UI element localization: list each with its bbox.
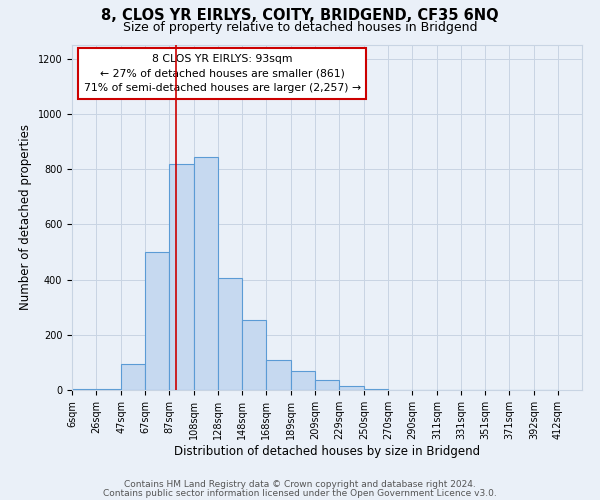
Bar bbox=[194, 157, 218, 390]
Bar bbox=[242, 320, 266, 390]
Bar bbox=[315, 380, 339, 390]
Text: Contains HM Land Registry data © Crown copyright and database right 2024.: Contains HM Land Registry data © Crown c… bbox=[124, 480, 476, 489]
Text: Contains public sector information licensed under the Open Government Licence v3: Contains public sector information licen… bbox=[103, 488, 497, 498]
Text: Size of property relative to detached houses in Bridgend: Size of property relative to detached ho… bbox=[123, 21, 477, 34]
Text: 8, CLOS YR EIRLYS, COITY, BRIDGEND, CF35 6NQ: 8, CLOS YR EIRLYS, COITY, BRIDGEND, CF35… bbox=[101, 8, 499, 22]
Bar bbox=[364, 388, 388, 390]
Bar bbox=[121, 364, 145, 390]
Bar bbox=[72, 388, 96, 390]
Bar bbox=[266, 360, 291, 390]
Bar bbox=[145, 252, 169, 390]
Bar bbox=[339, 386, 364, 390]
Bar bbox=[218, 278, 242, 390]
Bar bbox=[169, 164, 194, 390]
Bar bbox=[96, 388, 121, 390]
X-axis label: Distribution of detached houses by size in Bridgend: Distribution of detached houses by size … bbox=[174, 444, 480, 458]
Bar bbox=[291, 371, 315, 390]
Y-axis label: Number of detached properties: Number of detached properties bbox=[19, 124, 32, 310]
Text: 8 CLOS YR EIRLYS: 93sqm
← 27% of detached houses are smaller (861)
71% of semi-d: 8 CLOS YR EIRLYS: 93sqm ← 27% of detache… bbox=[84, 54, 361, 93]
